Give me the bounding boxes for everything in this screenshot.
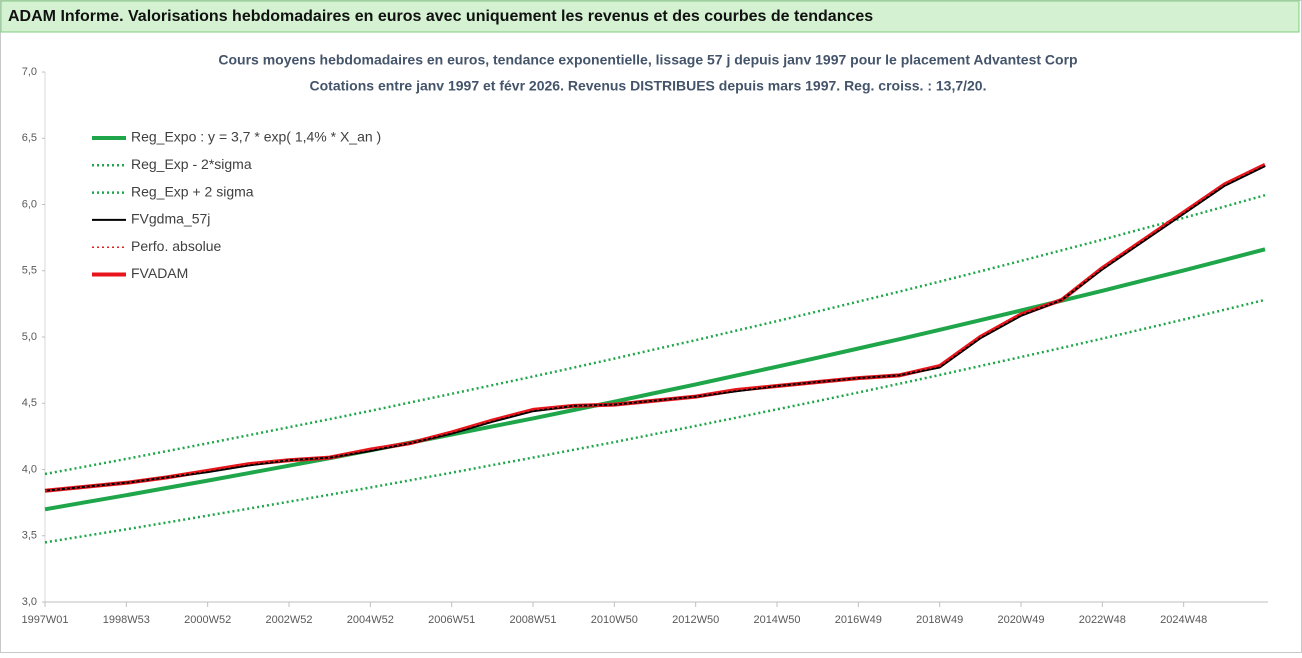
y-tick-label: 4,5 — [22, 397, 37, 409]
legend-label: Perfo. absolue — [131, 238, 221, 254]
x-tick-label: 2004W52 — [347, 614, 394, 626]
x-tick-label: 1997W01 — [21, 614, 68, 626]
x-tick-label: 2012W50 — [672, 614, 719, 626]
x-tick-label: 2024W48 — [1160, 614, 1207, 626]
x-tick-label: 2014W50 — [753, 614, 800, 626]
x-tick-label: 2020W49 — [997, 614, 1044, 626]
x-tick-label: 2006W51 — [428, 614, 475, 626]
y-tick-label: 3,5 — [22, 530, 37, 542]
legend-label: FVgdma_57j — [131, 211, 210, 227]
series-line — [44, 298, 1266, 544]
x-tick-label: 2002W52 — [265, 614, 312, 626]
y-tick-label: 6,5 — [22, 132, 37, 144]
legend-label: Reg_Expo : y = 3,7 * exp( 1,4% * X_an ) — [131, 129, 381, 145]
y-tick-label: 4,0 — [22, 463, 37, 475]
series-line — [44, 193, 1266, 476]
y-tick-label: 5,5 — [22, 265, 37, 277]
x-tick-label: 2000W52 — [184, 614, 231, 626]
header-title: ADAM Informe. Valorisations hebdomadaire… — [8, 8, 873, 25]
y-tick-label: 3,0 — [22, 596, 37, 608]
chart-title: Cours moyens hebdomadaires en euros, ten… — [218, 52, 1077, 68]
legend-label: Reg_Exp + 2 sigma — [131, 183, 254, 199]
chart-subtitle: Cotations entre janv 1997 et févr 2026. … — [310, 78, 987, 94]
x-tick-label: 2008W51 — [509, 614, 556, 626]
series-line — [44, 164, 1266, 492]
x-tick-label: 1998W53 — [103, 614, 150, 626]
x-tick-label: 2010W50 — [591, 614, 638, 626]
legend-label: FVADAM — [131, 265, 188, 281]
y-tick-label: 7,0 — [22, 66, 37, 78]
legend-label: Reg_Exp - 2*sigma — [131, 156, 252, 172]
y-tick-label: 5,0 — [22, 331, 37, 343]
x-tick-label: 2018W49 — [916, 614, 963, 626]
x-tick-label: 2022W48 — [1079, 614, 1126, 626]
y-tick-label: 6,0 — [22, 198, 37, 210]
header-bar — [0, 0, 1300, 33]
x-tick-label: 2016W49 — [835, 614, 882, 626]
